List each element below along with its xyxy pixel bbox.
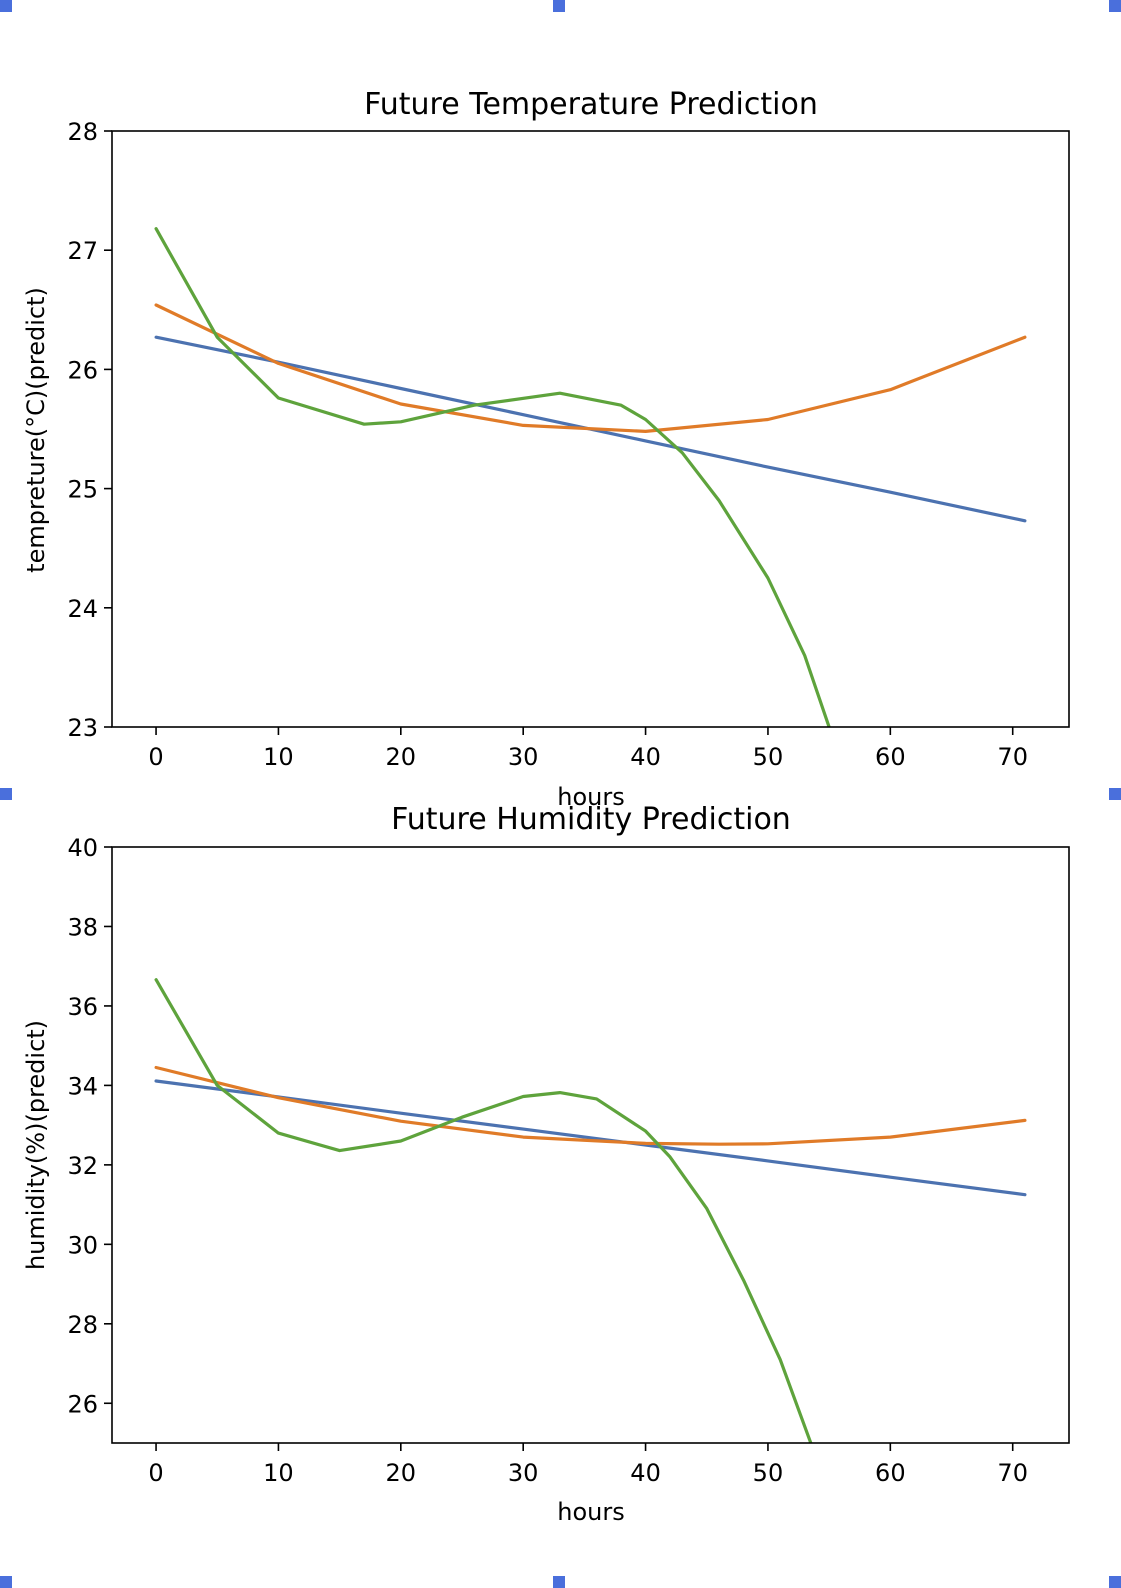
temperature-chart-title: Future Temperature Prediction	[364, 87, 818, 122]
temperature-x-tick-label: 40	[630, 743, 661, 771]
temperature-x-tick-label: 60	[875, 743, 906, 771]
temperature-series-line-2	[154, 303, 1027, 433]
humidity-x-tick-label: 20	[386, 1459, 417, 1487]
selection-handle-top-left[interactable]	[0, 0, 12, 12]
humidity-chart-title: Future Humidity Prediction	[391, 802, 791, 837]
selection-handle-bottom-right[interactable]	[1109, 1576, 1121, 1588]
humidity-y-tick-label: 40	[67, 834, 98, 862]
humidity-y-tick-label: 28	[67, 1311, 98, 1339]
temperature-y-tick-label: 26	[67, 356, 98, 384]
temperature-series-line-3	[154, 227, 831, 727]
humidity-x-tick-label: 50	[753, 1459, 784, 1487]
humidity-y-tick-label: 32	[67, 1152, 98, 1180]
humidity-series-line-2	[154, 1065, 1027, 1146]
temperature-y-tick-label: 24	[67, 595, 98, 623]
temperature-y-tick-label: 27	[67, 237, 98, 265]
temperature-x-tick-label: 10	[263, 743, 294, 771]
humidity-y-tick-label: 36	[67, 993, 98, 1021]
temperature-axes-frame	[111, 130, 1070, 728]
humidity-x-tick-label: 70	[997, 1459, 1028, 1487]
temperature-x-tick-label: 0	[148, 743, 163, 771]
temperature-x-tick-label: 30	[508, 743, 539, 771]
humidity-chart: Future Humidity Prediction hours humidit…	[22, 802, 1070, 1526]
humidity-x-tick-label: 30	[508, 1459, 539, 1487]
selection-handle-top-center[interactable]	[553, 0, 565, 12]
humidity-axes-frame	[111, 846, 1070, 1444]
humidity-y-tick-label: 30	[67, 1231, 98, 1259]
temperature-y-tick-label: 28	[67, 118, 98, 146]
temperature-x-tick-label: 50	[753, 743, 784, 771]
humidity-y-tick-label: 34	[67, 1072, 98, 1100]
humidity-series-line-3	[154, 978, 813, 1443]
temperature-y-tick-label: 25	[67, 476, 98, 504]
humidity-plot-area: 0 10 20 30 40 50 60 70 26 28 30 32 34 36 38 40	[67, 834, 1070, 1487]
selection-handle-top-right[interactable]	[1109, 0, 1121, 12]
humidity-y-tick-label: 38	[67, 913, 98, 941]
humidity-x-tick-label: 10	[263, 1459, 294, 1487]
humidity-x-tick-label: 40	[630, 1459, 661, 1487]
humidity-x-axis-label: hours	[557, 1498, 624, 1526]
humidity-x-tick-label: 60	[875, 1459, 906, 1487]
temperature-x-tick-label: 20	[386, 743, 417, 771]
humidity-x-tick-label: 0	[148, 1459, 163, 1487]
humidity-y-tick-label: 26	[67, 1390, 98, 1418]
temperature-y-tick-label: 23	[67, 714, 98, 742]
humidity-series-line-1	[154, 1079, 1027, 1197]
selection-handle-middle-right[interactable]	[1109, 788, 1121, 800]
temperature-x-axis-label: hours	[557, 783, 624, 811]
selection-handle-bottom-left[interactable]	[0, 1576, 12, 1588]
temperature-y-axis-label: tempreture(°C)(predict)	[22, 287, 50, 573]
selection-handle-middle-left[interactable]	[0, 788, 12, 800]
humidity-y-axis-label: humidity(%)(predict)	[22, 1020, 50, 1270]
temperature-chart: Future Temperature Prediction hours temp…	[22, 87, 1070, 811]
temperature-x-tick-label: 70	[997, 743, 1028, 771]
temperature-plot-area: 0 10 20 30 40 50 60 70 23 24 25 26 27 28	[67, 118, 1070, 771]
selection-handle-bottom-center[interactable]	[553, 1576, 565, 1588]
